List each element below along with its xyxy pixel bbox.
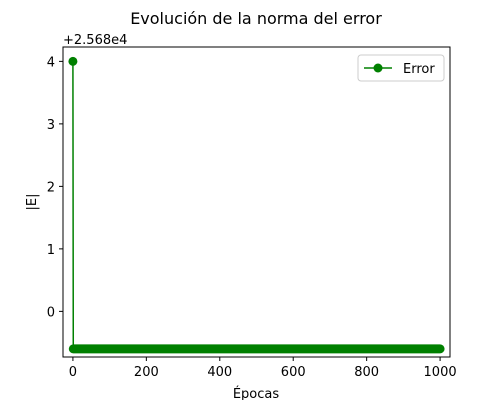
y-tick-label: 0 xyxy=(47,305,55,320)
y-tick-label: 2 xyxy=(47,180,55,195)
y-axis: 0 1 2 3 4 xyxy=(47,55,63,320)
x-axis: 0 200 400 600 800 1000 xyxy=(69,357,457,380)
legend-marker xyxy=(373,63,383,73)
plot-frame xyxy=(62,46,451,358)
x-tick-label: 0 xyxy=(69,365,77,380)
x-axis-label: Épocas xyxy=(233,386,280,400)
series-line-error xyxy=(72,61,441,350)
series-layer xyxy=(68,56,445,354)
legend: Error xyxy=(357,54,445,82)
x-tick-label: 400 xyxy=(207,365,232,380)
x-tick-label: 200 xyxy=(134,365,159,380)
y-offset-label: +2.568e4 xyxy=(63,33,127,48)
y-axis-label: |E| xyxy=(25,194,40,211)
y-tick-label: 4 xyxy=(47,55,55,70)
x-tick-label: 800 xyxy=(354,365,379,380)
chart-title: Evolución de la norma del error xyxy=(130,9,382,28)
y-tick-label: 3 xyxy=(47,118,55,133)
x-tick-label: 600 xyxy=(281,365,306,380)
data-point-first xyxy=(68,56,78,66)
legend-entry-error: Error xyxy=(403,62,435,77)
y-tick-label: 1 xyxy=(47,243,55,258)
x-tick-label: 1000 xyxy=(424,365,457,380)
legend-box xyxy=(357,54,445,82)
